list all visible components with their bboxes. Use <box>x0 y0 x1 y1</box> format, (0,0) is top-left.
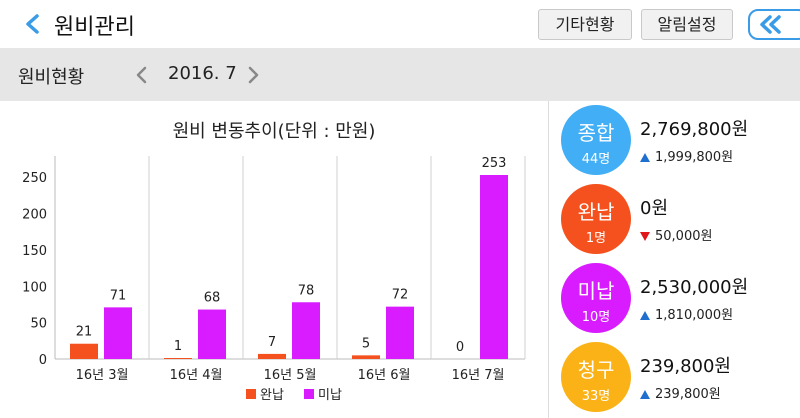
x-tick-label: 16년 6월 <box>358 368 411 383</box>
summary-label: 완납 <box>577 200 615 224</box>
summary-label: 미납 <box>577 279 615 303</box>
data-label: 78 <box>298 283 315 298</box>
summary-label: 종합 <box>577 121 615 145</box>
other-status-button[interactable]: 기타현황 <box>538 9 632 40</box>
data-label: 0 <box>456 340 464 355</box>
summary-delta-value: 239,800원 <box>655 387 721 402</box>
data-label: 21 <box>76 325 93 340</box>
summary-circle: 청구 33명 <box>561 342 631 412</box>
chevron-right-icon <box>248 66 259 84</box>
y-tick-label: 200 <box>22 208 47 223</box>
data-label: 1 <box>174 339 182 354</box>
x-tick-label: 16년 7월 <box>452 368 505 383</box>
collapse-button[interactable] <box>748 9 800 40</box>
chevron-left-icon <box>136 66 147 84</box>
summary-count: 33명 <box>581 389 611 404</box>
y-tick-label: 100 <box>22 280 47 295</box>
x-tick-label: 16년 4월 <box>170 368 223 383</box>
summary-delta-value: 1,810,000원 <box>655 308 734 323</box>
data-label: 72 <box>392 288 409 303</box>
data-label: 5 <box>362 336 370 351</box>
summary-delta: 1,810,000원 <box>640 304 733 323</box>
next-month-button[interactable] <box>245 65 261 85</box>
bar <box>352 355 380 359</box>
y-tick-label: 150 <box>22 244 47 259</box>
summary-row-billed[interactable]: 청구 33명 239,800원 239,800원 <box>549 338 800 418</box>
x-tick-label: 16년 5월 <box>264 368 317 383</box>
y-tick-label: 0 <box>39 353 47 368</box>
summary-delta-value: 1,999,800원 <box>655 150 734 165</box>
triangle-down-icon <box>640 232 650 241</box>
summary-label: 청구 <box>577 358 615 382</box>
summary-delta: 239,800원 <box>640 383 721 402</box>
bar <box>386 306 414 359</box>
double-chevron-left-icon <box>760 15 781 34</box>
top-bar: 원비관리 기타현황 알림설정 <box>0 0 800 48</box>
prev-month-button[interactable] <box>134 65 150 85</box>
summary-amount: 2,769,800원 <box>640 119 749 140</box>
legend-label: 미납 <box>318 388 342 403</box>
data-label: 253 <box>482 156 507 171</box>
chart-title: 원비 변동추이(단위 : 만원) <box>172 121 376 142</box>
period-label: 2016. 7 <box>168 63 237 84</box>
summary-delta: 50,000원 <box>640 225 712 244</box>
summary-row-total[interactable]: 종합 44명 2,769,800원 1,999,800원 <box>549 101 800 181</box>
triangle-up-icon <box>640 153 650 162</box>
summary-amount: 239,800원 <box>640 356 731 377</box>
summary-amount: 0원 <box>640 198 669 219</box>
summary-count: 10명 <box>581 310 611 325</box>
data-label: 7 <box>268 335 276 350</box>
bar <box>104 307 132 359</box>
summary-circle: 완납 1명 <box>561 184 631 254</box>
y-tick-label: 50 <box>30 317 47 332</box>
summary-panel: 종합 44명 2,769,800원 1,999,800원 완납 1명 0원 50… <box>549 101 800 418</box>
summary-delta: 1,999,800원 <box>640 146 733 165</box>
y-tick-label: 250 <box>22 171 47 186</box>
summary-amount: 2,530,000원 <box>640 277 749 298</box>
legend-swatch <box>246 389 256 399</box>
legend-swatch <box>304 389 314 399</box>
legend-label: 완납 <box>260 388 284 403</box>
bar <box>198 309 226 359</box>
summary-count: 44명 <box>581 152 611 167</box>
x-tick-label: 16년 3월 <box>76 368 129 383</box>
data-label: 68 <box>204 291 221 306</box>
page-title: 원비관리 <box>54 15 135 40</box>
summary-circle: 종합 44명 <box>561 105 631 175</box>
bar <box>480 175 508 359</box>
bar <box>164 358 192 359</box>
bar <box>70 343 98 359</box>
back-icon[interactable] <box>22 12 44 36</box>
alarm-settings-button[interactable]: 알림설정 <box>641 9 733 40</box>
summary-count: 1명 <box>585 231 607 246</box>
section-label: 원비현황 <box>18 67 85 88</box>
triangle-up-icon <box>640 390 650 399</box>
triangle-up-icon <box>640 311 650 320</box>
divider <box>548 101 549 418</box>
data-label: 71 <box>110 288 127 303</box>
fee-trend-chart: 원비 변동추이(단위 : 만원) 0 50 100 150 200 250 21 71 16년 … <box>0 101 548 418</box>
period-bar: 원비현황 2016. 7 <box>0 48 800 101</box>
summary-row-paid[interactable]: 완납 1명 0원 50,000원 <box>549 180 800 260</box>
bar <box>292 302 320 359</box>
summary-delta-value: 50,000원 <box>655 229 713 244</box>
summary-row-unpaid[interactable]: 미납 10명 2,530,000원 1,810,000원 <box>549 259 800 339</box>
bar <box>258 353 286 359</box>
summary-circle: 미납 10명 <box>561 263 631 333</box>
